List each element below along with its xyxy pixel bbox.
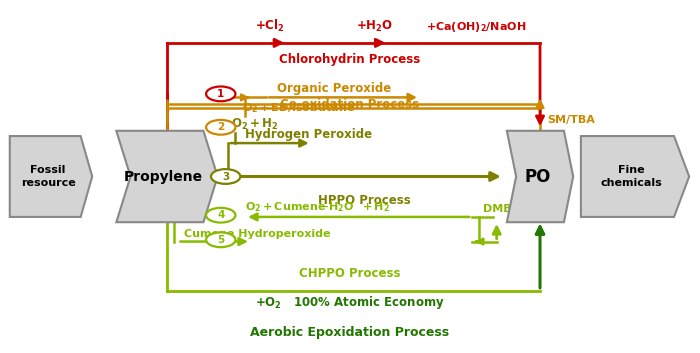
Text: HPPO Process: HPPO Process xyxy=(318,194,410,207)
Polygon shape xyxy=(116,131,218,222)
Text: $\bf{O_2 + H_2}$: $\bf{O_2 + H_2}$ xyxy=(231,117,279,132)
Text: 5: 5 xyxy=(217,235,225,245)
Text: Fine
chemicals: Fine chemicals xyxy=(601,165,662,188)
Text: Aerobic Epoxidation Process: Aerobic Epoxidation Process xyxy=(251,327,449,340)
Text: $\bf{+ O_2}$   100% Atomic Economy: $\bf{+ O_2}$ 100% Atomic Economy xyxy=(255,294,445,311)
Text: 2: 2 xyxy=(217,122,225,132)
Text: Hydrogen Peroxide: Hydrogen Peroxide xyxy=(245,128,372,140)
Text: 1: 1 xyxy=(217,89,225,99)
Text: CHPPO Process: CHPPO Process xyxy=(300,267,400,280)
Text: $\bf{+ Ca(OH)_2 / NaOH}$: $\bf{+ Ca(OH)_2 / NaOH}$ xyxy=(426,20,526,34)
Circle shape xyxy=(211,169,240,184)
Circle shape xyxy=(206,208,235,222)
Polygon shape xyxy=(507,131,573,222)
Text: 4: 4 xyxy=(217,210,225,220)
Circle shape xyxy=(206,232,235,247)
Text: $\bf{+ Cl_2}$: $\bf{+ Cl_2}$ xyxy=(255,18,284,34)
Text: PO: PO xyxy=(524,168,551,185)
Text: SM/TBA: SM/TBA xyxy=(547,115,595,125)
Text: DMBA: DMBA xyxy=(483,204,520,214)
Polygon shape xyxy=(581,136,690,217)
Polygon shape xyxy=(10,136,92,217)
Text: $\bf{- H_2O \ \ + H_2}$: $\bf{- H_2O \ \ + H_2}$ xyxy=(318,200,389,214)
Text: 3: 3 xyxy=(222,172,230,181)
Text: Propylene: Propylene xyxy=(124,169,203,184)
Text: Cumene Hydroperoxide: Cumene Hydroperoxide xyxy=(184,229,331,239)
Circle shape xyxy=(206,120,235,134)
Text: $\bf{O_2 + Cumene}$: $\bf{O_2 + Cumene}$ xyxy=(245,200,326,214)
Text: Fossil
resource: Fossil resource xyxy=(21,165,76,188)
Text: Chlorohydrin Process: Chlorohydrin Process xyxy=(279,53,421,66)
Circle shape xyxy=(206,86,235,101)
Text: $\bf{+ H_2O}$: $\bf{+ H_2O}$ xyxy=(356,19,393,34)
Text: Organic Peroxide: Organic Peroxide xyxy=(276,82,391,95)
Text: Co-oxidation Process: Co-oxidation Process xyxy=(281,98,419,112)
Text: $\bf{O_2 + EB/Isobutane}$: $\bf{O_2 + EB/Isobutane}$ xyxy=(241,101,355,115)
